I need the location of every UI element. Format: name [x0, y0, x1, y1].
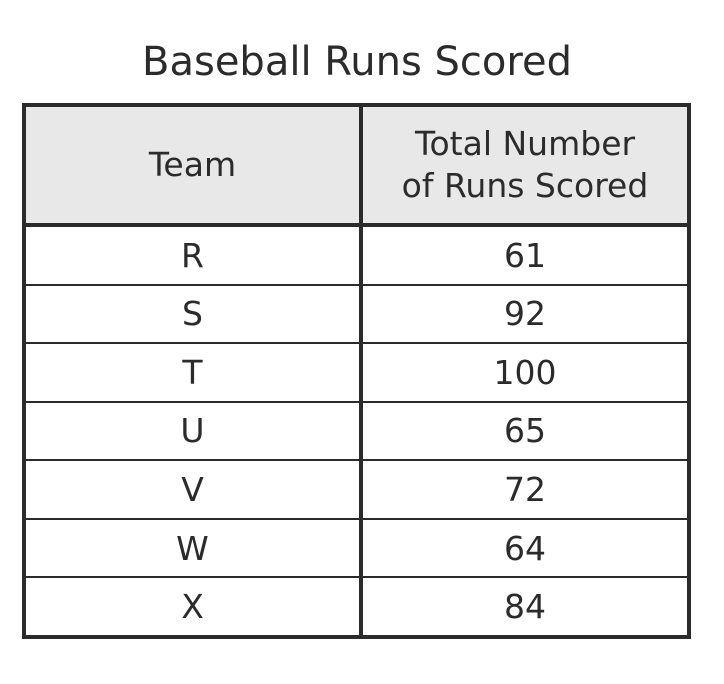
table-title: Baseball Runs Scored: [142, 39, 572, 85]
team-cell: U: [23, 400, 363, 462]
table-body: R 61 S 92 T 100 U 65 V 72 W 64 X 84: [23, 224, 690, 638]
team-cell: V: [23, 459, 363, 520]
runs-cell: 64: [360, 517, 690, 579]
team-cell: R: [23, 224, 363, 286]
table-row: S 92: [23, 283, 690, 345]
runs-table: Team Total Number of Runs Scored R 61 S …: [22, 103, 691, 639]
table-row: U 65: [23, 400, 690, 462]
header-runs-line2: of Runs Scored: [401, 166, 649, 205]
team-cell: S: [23, 283, 363, 345]
table-row: R 61: [23, 224, 690, 286]
table-row: X 84: [23, 576, 690, 638]
table-header: Team Total Number of Runs Scored: [23, 104, 690, 227]
runs-cell: 72: [360, 459, 690, 520]
team-cell: T: [23, 342, 363, 403]
runs-cell: 61: [360, 224, 690, 286]
header-row: Team Total Number of Runs Scored: [23, 104, 690, 227]
header-runs-line1: Total Number: [414, 124, 636, 163]
header-team: Team: [23, 104, 363, 227]
team-cell: W: [23, 517, 363, 579]
runs-cell: 92: [360, 283, 690, 345]
team-cell: X: [23, 576, 363, 638]
table-row: V 72: [23, 459, 690, 520]
table-row: T 100: [23, 342, 690, 403]
runs-cell: 65: [360, 400, 690, 462]
runs-cell: 100: [360, 342, 690, 403]
runs-cell: 84: [360, 576, 690, 638]
table-row: W 64: [23, 517, 690, 579]
header-runs: Total Number of Runs Scored: [360, 104, 690, 227]
